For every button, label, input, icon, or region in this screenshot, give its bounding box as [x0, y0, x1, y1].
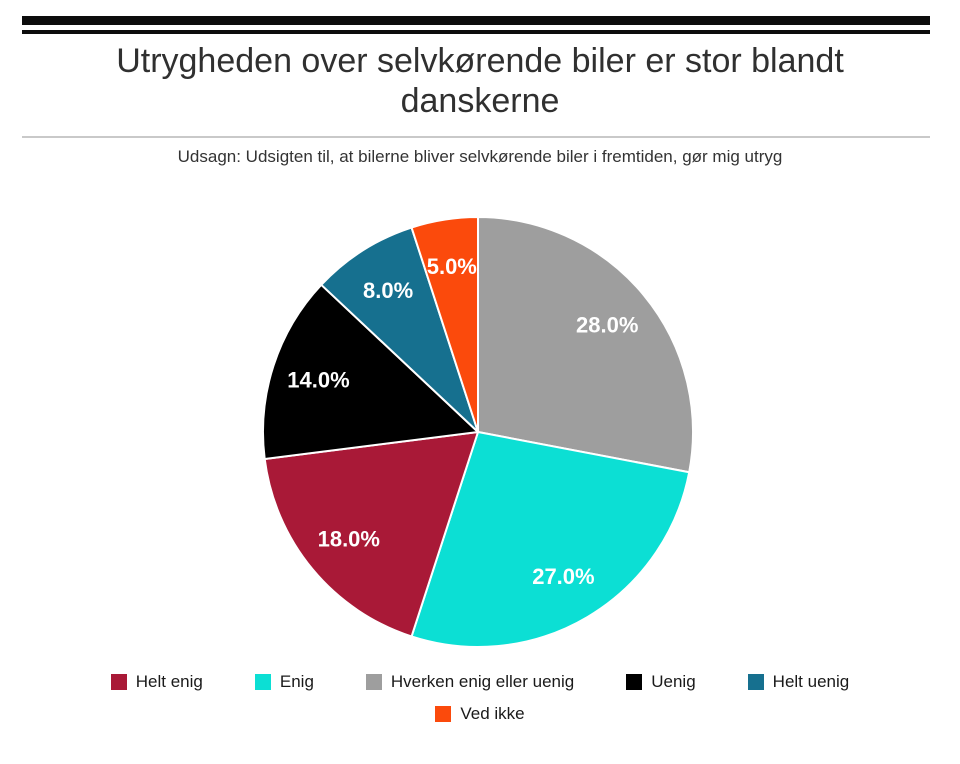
pie-slice-ved-ikke: [410, 216, 479, 433]
legend-label-enig: Enig: [279, 672, 314, 691]
chart-legend: Helt enig Enig Hverken enig eller uenig Uen…: [0, 672, 960, 724]
legend-item-helt-enig: Helt enig: [110, 672, 203, 692]
pie-slice-label-ved-ikke: 5.0%: [427, 254, 477, 279]
legend-label-helt-uenig: Helt uenig: [772, 672, 850, 691]
title-divider: [22, 136, 930, 138]
legend-swatch-helt-enig: [110, 674, 127, 690]
legend-item-uenig: Uenig: [626, 672, 696, 692]
legend-label-uenig: Uenig: [651, 672, 696, 691]
pie-slice-hverken-enig-eller-uenig: [477, 216, 694, 474]
legend-item-hverken-enig-eller-uenig: Hverken enig eller uenig: [365, 672, 575, 692]
legend-swatch-ved-ikke: [435, 706, 452, 722]
pie-chart: 28.0% 27.0% 18.0% 14.0% 8.0% 5.0%: [262, 216, 694, 648]
legend-swatch-helt-uenig: [747, 674, 764, 690]
top-divider-thin: [22, 30, 930, 34]
pie-slice-uenig: [262, 283, 479, 460]
pie-slice-label-uenig: 14.0%: [287, 368, 349, 393]
legend-label-hverken-enig-eller-uenig: Hverken enig eller uenig: [390, 672, 575, 691]
pie-slice-label-helt-uenig: 8.0%: [363, 278, 413, 303]
pie-slice-helt-enig: [263, 431, 479, 638]
pie-slice-label-hverken-enig-eller-uenig: 28.0%: [576, 313, 638, 338]
pie-slice-helt-uenig: [320, 226, 479, 433]
legend-swatch-enig: [254, 674, 271, 690]
page-title: Utrygheden over selvkørende biler er sto…: [116, 42, 844, 120]
pie-slice-label-helt-enig: 18.0%: [318, 526, 380, 551]
legend-row-1: Helt enig Enig Hverken enig eller uenig Uen…: [0, 672, 960, 692]
top-divider-thick: [22, 16, 930, 25]
legend-item-ved-ikke: Ved ikke: [435, 704, 525, 724]
legend-item-helt-uenig: Helt uenig: [747, 672, 850, 692]
legend-label-helt-enig: Helt enig: [135, 672, 203, 691]
pie-slice-label-enig: 27.0%: [532, 564, 594, 589]
legend-row-2: Ved ikke: [0, 704, 960, 724]
pie-slice-enig: [410, 431, 691, 648]
legend-item-enig: Enig: [254, 672, 314, 692]
legend-label-ved-ikke: Ved ikke: [460, 704, 525, 723]
legend-swatch-uenig: [626, 674, 643, 690]
legend-swatch-hverken-enig-eller-uenig: [365, 674, 382, 690]
chart-statement: Udsagn: Udsigten til, at bilerne bliver …: [177, 147, 783, 166]
